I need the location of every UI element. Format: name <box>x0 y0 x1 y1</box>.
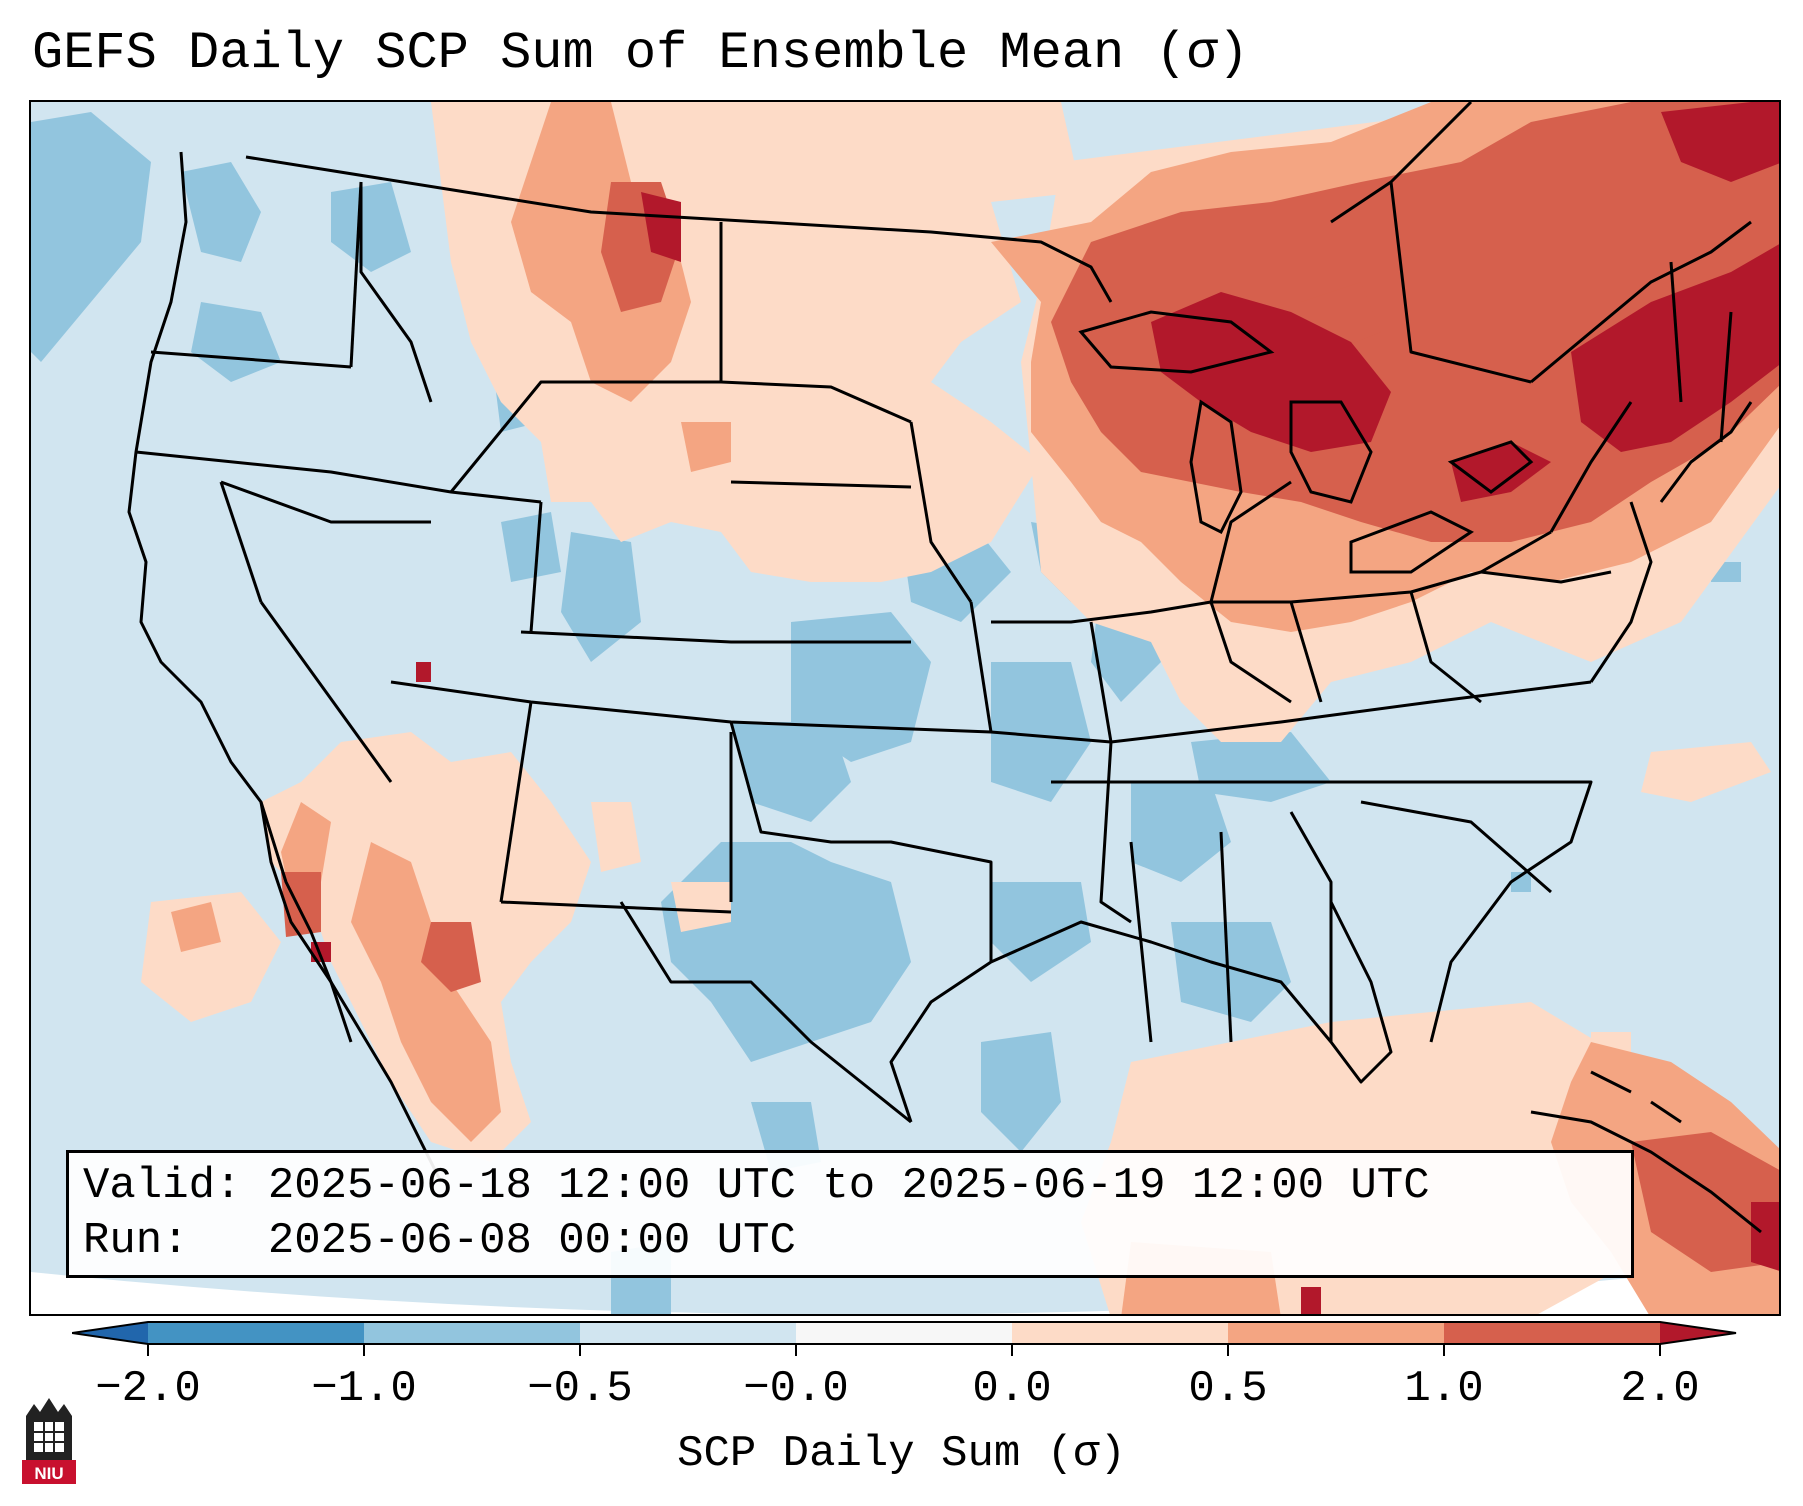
map-canvas <box>31 102 1779 1314</box>
colorbar-tick-label: 0.5 <box>1188 1364 1268 1414</box>
colorbar-segment <box>364 1322 581 1344</box>
colorbar-segments <box>72 1321 1737 1345</box>
colorbar-segment <box>1444 1322 1661 1344</box>
colorbar-tick-label: 0.0 <box>972 1364 1052 1414</box>
colorbar-label: SCP Daily Sum (σ) <box>677 1429 1126 1479</box>
colorbar-tick-label: −1.0 <box>311 1364 417 1414</box>
colorbar-segment <box>1012 1322 1229 1344</box>
valid-time-line: Valid: 2025-06-18 12:00 UTC to 2025-06-1… <box>83 1161 1430 1211</box>
extreme-positive-patches <box>311 102 1779 1314</box>
chart-title: GEFS Daily SCP Sum of Ensemble Mean (σ) <box>32 24 1249 83</box>
colorbar <box>72 1321 1737 1356</box>
state-borders <box>127 102 1753 1183</box>
caribbean-coasts <box>1530 1070 1762 1234</box>
run-time-line: Run: 2025-06-08 00:00 UTC <box>83 1216 796 1266</box>
colorbar-tick-label: 1.0 <box>1404 1364 1484 1414</box>
colorbar-segment <box>1228 1322 1445 1344</box>
colorbar-under-extension <box>72 1322 148 1344</box>
colorbar-tick-label: −2.0 <box>95 1364 201 1414</box>
niu-logo-icon: NIU <box>22 1398 76 1484</box>
map-panel <box>29 100 1781 1316</box>
colorbar-segment <box>796 1322 1013 1344</box>
valid-time-box: Valid: 2025-06-18 12:00 UTC to 2025-06-1… <box>66 1150 1634 1278</box>
colorbar-segment <box>148 1322 365 1344</box>
logo-text: NIU <box>34 1464 63 1483</box>
colorbar-segment <box>580 1322 797 1344</box>
colorbar-ticks <box>147 1344 1661 1356</box>
colorbar-tick-label: −0.5 <box>527 1364 633 1414</box>
great-lakes <box>1078 310 1534 574</box>
colorbar-over-extension <box>1660 1322 1736 1344</box>
colorbar-tick-label: 2.0 <box>1620 1364 1700 1414</box>
colorbar-tick-label: −0.0 <box>743 1364 849 1414</box>
